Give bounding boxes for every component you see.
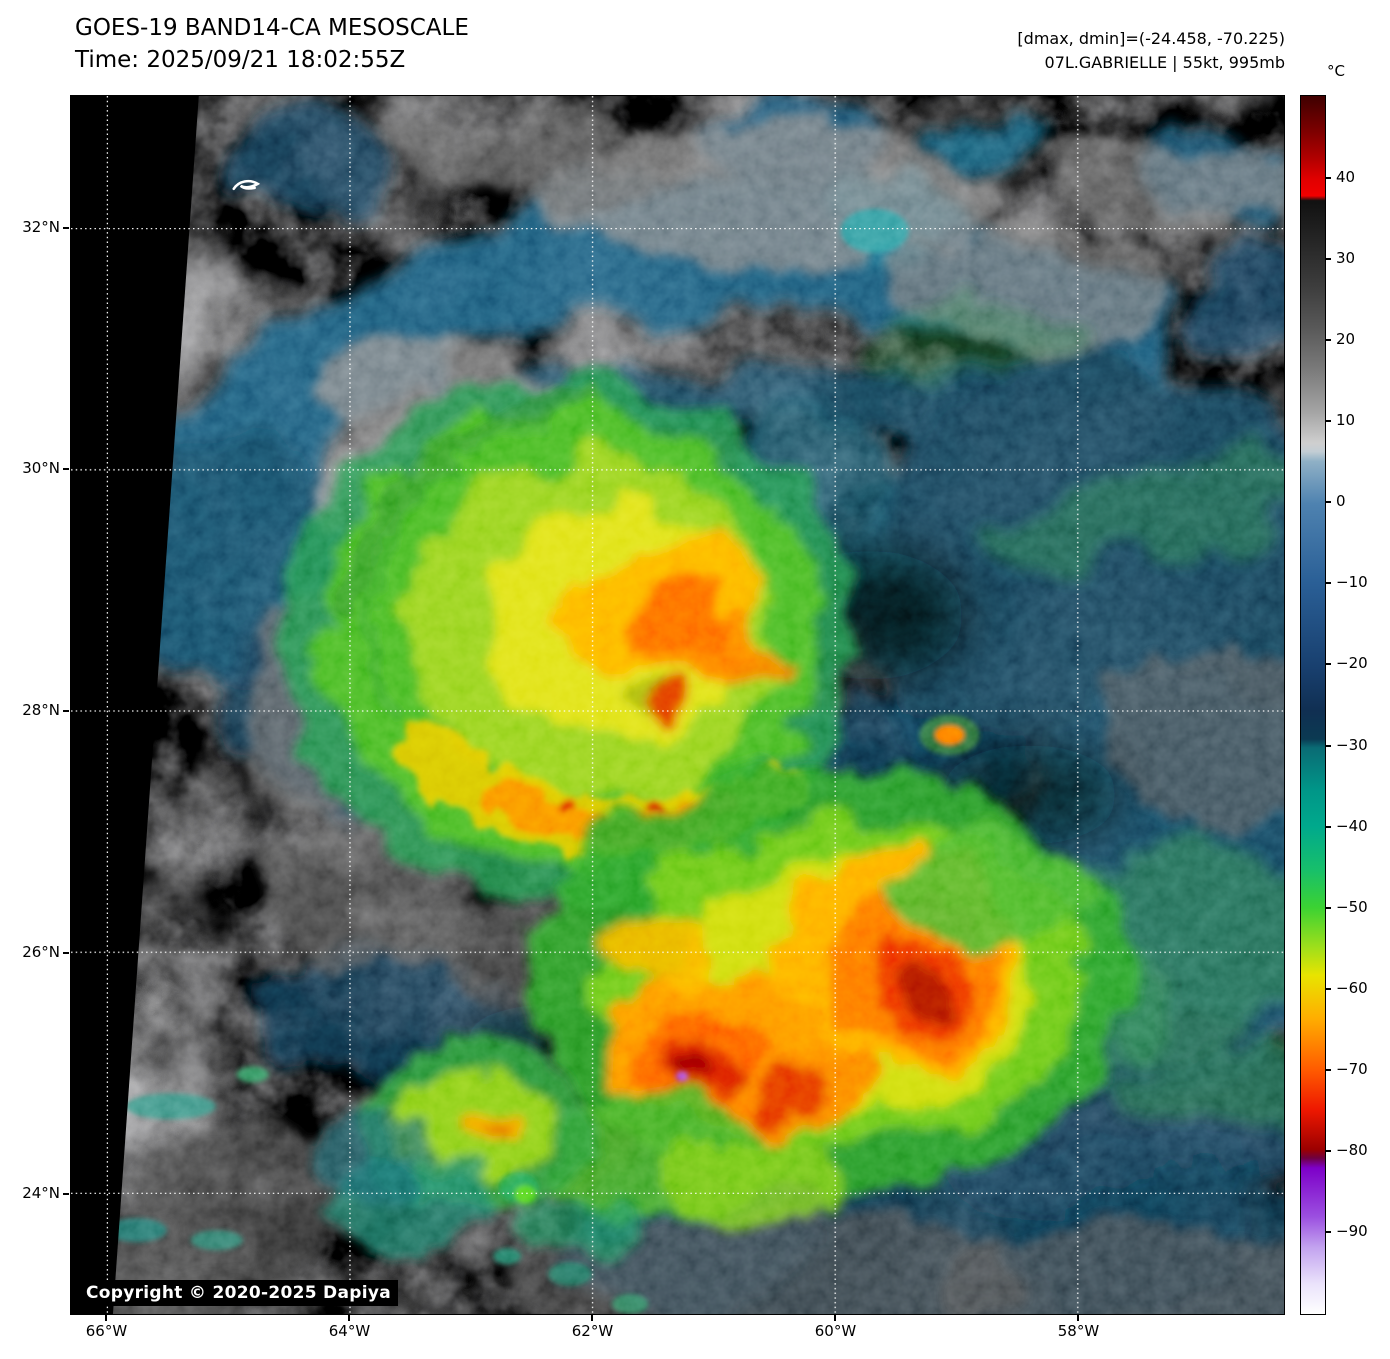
lat-tick-label: 28°N — [22, 701, 60, 720]
lon-tick-label: 60°W — [814, 1322, 857, 1340]
colorbar-tick-mark — [1326, 257, 1331, 260]
colorbar-tick-mark — [1326, 825, 1331, 828]
colorbar-tick-mark — [1326, 1150, 1331, 1153]
lat-tick-label: 24°N — [22, 1184, 60, 1203]
colorbar-tick-mark — [1326, 176, 1331, 179]
figure-header-right: [dmax, dmin]=(-24.458, -70.225) 07L.GABR… — [1017, 27, 1285, 75]
figure-title: GOES-19 BAND14-CA MESOSCALE — [75, 15, 469, 41]
figure-timestamp: Time: 2025/09/21 18:02:55Z — [75, 47, 406, 74]
colorbar-tick-label: 20 — [1336, 329, 1356, 348]
figure-header: GOES-19 BAND14-CA MESOSCALE Time: 2025/0… — [75, 12, 469, 76]
colorbar-tick-mark — [1326, 1069, 1331, 1072]
colorbar-tick-label: −20 — [1336, 654, 1368, 673]
lon-tick-mark — [105, 1315, 108, 1321]
colorbar-tick-mark — [1326, 987, 1331, 990]
lon-tick-label: 64°W — [328, 1322, 371, 1340]
colorbar-tick-label: −50 — [1336, 897, 1368, 916]
map-plot: Copyright © 2020-2025 Dapiya — [70, 95, 1285, 1315]
gridlines — [71, 96, 1284, 1314]
colorbar-tick-label: −90 — [1336, 1222, 1368, 1241]
colorbar-tick-label: 40 — [1336, 167, 1356, 186]
lat-tick-mark — [63, 710, 69, 713]
lat-tick-mark — [63, 226, 69, 229]
colorbar-unit-label: °C — [1327, 62, 1345, 80]
colorbar-tick-label: 10 — [1336, 411, 1356, 430]
lat-tick-mark — [63, 1193, 69, 1196]
colorbar-tick-label: −70 — [1336, 1060, 1368, 1079]
lon-tick-label: 66°W — [85, 1322, 128, 1340]
colorbar-tick-mark — [1326, 501, 1331, 504]
colorbar-tick-label: 30 — [1336, 248, 1356, 267]
colorbar-tick-label: −30 — [1336, 735, 1368, 754]
speckle-texture — [71, 96, 1284, 1314]
lon-tick-mark — [834, 1315, 837, 1321]
colorbar-tick-mark — [1326, 663, 1331, 666]
colorbar-tick-label: 0 — [1336, 492, 1346, 511]
colorbar-tick-mark — [1326, 338, 1331, 341]
lat-tick-label: 30°N — [22, 459, 60, 478]
colorbar-tick-mark — [1326, 906, 1331, 909]
colorbar-tick-mark — [1326, 420, 1331, 423]
lon-tick-label: 58°W — [1057, 1322, 1100, 1340]
copyright-label: Copyright © 2020-2025 Dapiya — [79, 1280, 398, 1306]
colorbar-tick-mark — [1326, 1231, 1331, 1234]
lon-tick-mark — [348, 1315, 351, 1321]
lon-tick-mark — [591, 1315, 594, 1321]
lat-tick-label: 26°N — [22, 942, 60, 961]
lon-tick-label: 62°W — [571, 1322, 614, 1340]
dmax-dmin-readout: [dmax, dmin]=(-24.458, -70.225) — [1017, 29, 1285, 48]
satellite-image — [71, 96, 1284, 1314]
bermuda-island — [232, 179, 261, 191]
scan-edge — [71, 96, 199, 1314]
colorbar-tick-label: −40 — [1336, 816, 1368, 835]
colorbar-tick-label: −60 — [1336, 978, 1368, 997]
lat-tick-mark — [63, 951, 69, 954]
lat-tick-label: 32°N — [22, 217, 60, 236]
colorbar-tick-label: −10 — [1336, 573, 1368, 592]
storm-info: 07L.GABRIELLE | 55kt, 995mb — [1044, 53, 1285, 72]
colorbar — [1300, 95, 1326, 1315]
lon-tick-mark — [1077, 1315, 1080, 1321]
colorbar-tick-label: −80 — [1336, 1141, 1368, 1160]
lat-tick-mark — [63, 468, 69, 471]
colorbar-tick-mark — [1326, 744, 1331, 747]
colorbar-tick-mark — [1326, 582, 1331, 585]
